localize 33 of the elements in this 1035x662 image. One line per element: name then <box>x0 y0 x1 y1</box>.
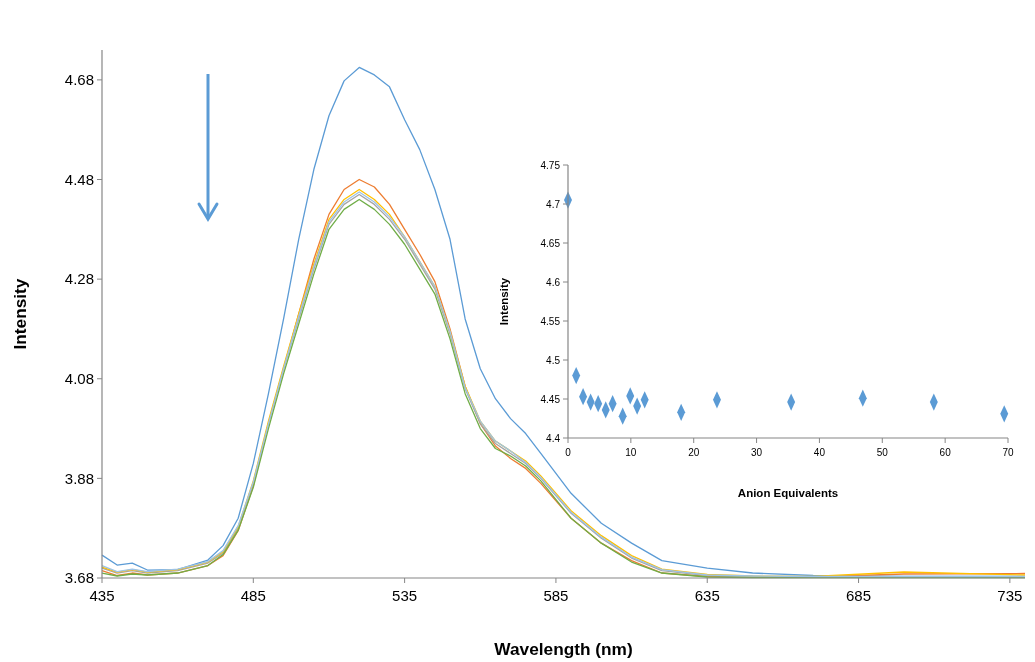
x-tick-label: 635 <box>694 587 720 604</box>
x-tick-label: 20 <box>688 447 700 458</box>
y-tick-label: 4.7 <box>546 198 561 210</box>
x-axis-title: Wavelength (nm) <box>494 639 633 659</box>
y-tick-label: 4.28 <box>64 270 94 288</box>
y-axis-title: Intensity <box>498 277 510 326</box>
x-axis-title: Anion Equivalents <box>737 487 839 499</box>
y-tick-label: 4.08 <box>64 370 94 387</box>
x-tick-label: 30 <box>751 447 763 458</box>
y-tick-label: 4.68 <box>64 71 94 89</box>
y-tick-label: 4.4 <box>546 432 561 444</box>
y-tick-label: 3.68 <box>64 569 94 587</box>
y-tick-label: 4.65 <box>540 237 561 249</box>
y-tick-label: 4.75 <box>540 159 561 171</box>
y-tick-label: 4.45 <box>540 393 561 405</box>
y-tick-label: 4.48 <box>64 170 94 188</box>
x-tick-label: 70 <box>1002 447 1014 458</box>
x-tick-label: 435 <box>89 587 115 604</box>
x-tick-label: 10 <box>625 447 637 458</box>
x-tick-label: 0 <box>565 447 572 458</box>
y-tick-label: 4.6 <box>546 276 561 288</box>
x-tick-label: 735 <box>997 587 1023 604</box>
y-tick-label: 4.55 <box>540 315 561 327</box>
x-tick-label: 50 <box>876 447 889 458</box>
x-tick-label: 40 <box>813 447 826 458</box>
x-tick-label: 485 <box>240 587 266 604</box>
x-tick-label: 585 <box>543 587 569 604</box>
y-tick-label: 4.5 <box>546 354 561 366</box>
y-axis-title: Intensity <box>10 278 30 350</box>
x-tick-label: 535 <box>392 587 418 604</box>
x-tick-label: 60 <box>939 447 952 458</box>
y-tick-label: 3.88 <box>64 469 94 487</box>
x-tick-label: 685 <box>846 587 872 604</box>
